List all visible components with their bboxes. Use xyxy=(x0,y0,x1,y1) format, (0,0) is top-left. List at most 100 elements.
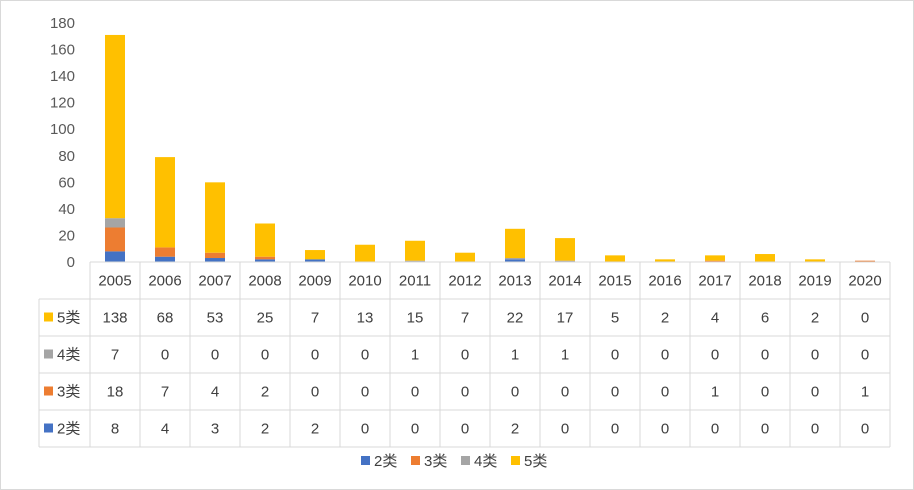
table-cell-value: 0 xyxy=(761,421,769,438)
bar-segment[interactable] xyxy=(805,259,825,262)
row-series-label: 4类 xyxy=(57,347,80,364)
table-cell-value: 18 xyxy=(107,384,124,401)
bar-segment[interactable] xyxy=(355,244,375,262)
table-cell-value: 0 xyxy=(461,384,469,401)
bar-segment[interactable] xyxy=(605,255,625,262)
bar-segment[interactable] xyxy=(155,157,175,248)
x-category-label: 2017 xyxy=(698,273,731,290)
x-category-label: 2008 xyxy=(248,273,281,290)
y-tick-label: 120 xyxy=(50,95,75,112)
bar-segment[interactable] xyxy=(205,182,225,253)
bar-segment[interactable] xyxy=(855,260,875,262)
table-cell-value: 0 xyxy=(861,310,869,327)
legend-label: 2类 xyxy=(374,453,397,470)
x-category-label: 2011 xyxy=(399,273,431,290)
table-cell-value: 0 xyxy=(411,384,419,401)
x-category-label: 2012 xyxy=(448,273,481,290)
table-cell-value: 0 xyxy=(611,347,619,364)
table-cell-value: 0 xyxy=(361,421,369,438)
bar-segment[interactable] xyxy=(705,255,725,261)
table-cell-value: 0 xyxy=(211,347,219,364)
y-tick-label: 140 xyxy=(50,68,75,85)
bar-segment[interactable] xyxy=(405,260,425,262)
bar-segment[interactable] xyxy=(655,259,675,262)
bar-segment[interactable] xyxy=(505,258,525,260)
table-cell-value: 17 xyxy=(557,310,574,327)
y-tick-label: 0 xyxy=(67,254,75,271)
legend-key xyxy=(511,456,520,465)
table-cell-value: 13 xyxy=(357,310,374,327)
legend-label: 4类 xyxy=(474,453,497,470)
table-cell-value: 0 xyxy=(611,421,619,438)
table-cell-value: 5 xyxy=(611,310,619,327)
table-cell-value: 0 xyxy=(811,384,819,401)
table-cell-value: 2 xyxy=(661,310,669,327)
y-tick-label: 180 xyxy=(50,15,75,32)
bar-segment[interactable] xyxy=(105,218,125,228)
table-cell-value: 1 xyxy=(561,347,569,364)
table-cell-value: 0 xyxy=(811,421,819,438)
y-tick-label: 160 xyxy=(50,42,75,59)
x-category-label: 2013 xyxy=(498,273,531,290)
y-tick-label: 40 xyxy=(58,201,75,218)
y-tick-label: 80 xyxy=(58,148,75,165)
y-tick-label: 20 xyxy=(58,227,75,244)
table-cell-value: 0 xyxy=(861,347,869,364)
row-series-label: 5类 xyxy=(57,310,80,327)
table-cell-value: 4 xyxy=(711,310,719,327)
legend-key xyxy=(411,456,420,465)
table-cell-value: 7 xyxy=(111,347,119,364)
table-cell-value: 0 xyxy=(411,421,419,438)
table-cell-value: 4 xyxy=(161,421,169,438)
table-cell-value: 0 xyxy=(761,347,769,364)
bar-segment[interactable] xyxy=(255,256,275,260)
bar-segment[interactable] xyxy=(105,34,125,219)
table-cell-value: 2 xyxy=(511,421,519,438)
bar-segment[interactable] xyxy=(555,260,575,262)
x-category-label: 2019 xyxy=(798,273,831,290)
y-tick-label: 60 xyxy=(58,174,75,191)
table-cell-value: 7 xyxy=(311,310,319,327)
bar-segment[interactable] xyxy=(205,252,225,259)
table-cell-value: 4 xyxy=(211,384,219,401)
table-cell-value: 0 xyxy=(461,347,469,364)
bar-segment[interactable] xyxy=(505,228,525,259)
table-cell-value: 0 xyxy=(561,421,569,438)
bar-segment[interactable] xyxy=(555,238,575,261)
x-category-label: 2010 xyxy=(348,273,381,290)
table-cell-value: 2 xyxy=(261,421,269,438)
bar-segment[interactable] xyxy=(155,256,175,262)
table-cell-value: 0 xyxy=(511,384,519,401)
table-cell-value: 0 xyxy=(561,384,569,401)
table-cell-value: 0 xyxy=(261,347,269,364)
bar-segment[interactable] xyxy=(205,258,225,262)
bar-segment[interactable] xyxy=(705,260,725,262)
row-legend-key xyxy=(44,349,53,359)
table-cell-value: 0 xyxy=(661,347,669,364)
table-cell-value: 0 xyxy=(661,421,669,438)
table-cell-value: 2 xyxy=(811,310,819,327)
legend-key xyxy=(361,456,370,465)
table-cell-value: 0 xyxy=(311,347,319,364)
bar-segment[interactable] xyxy=(255,223,275,257)
table-cell-value: 0 xyxy=(711,421,719,438)
table-cell-value: 22 xyxy=(507,310,524,327)
bar-segment[interactable] xyxy=(305,259,325,262)
bar-segment[interactable] xyxy=(505,259,525,262)
row-series-label: 2类 xyxy=(57,421,80,438)
table-cell-value: 1 xyxy=(711,384,719,401)
table-cell-value: 0 xyxy=(311,384,319,401)
bar-segment[interactable] xyxy=(305,250,325,260)
x-category-label: 2020 xyxy=(848,273,881,290)
row-legend-key xyxy=(44,423,53,433)
bar-segment[interactable] xyxy=(455,252,475,262)
table-cell-value: 138 xyxy=(102,310,127,327)
bar-segment[interactable] xyxy=(105,227,125,252)
bar-segment[interactable] xyxy=(155,247,175,257)
bar-segment[interactable] xyxy=(405,240,425,261)
row-legend-key xyxy=(44,386,53,396)
bar-segment[interactable] xyxy=(105,251,125,262)
bar-segment[interactable] xyxy=(255,259,275,262)
table-cell-value: 1 xyxy=(511,347,519,364)
bar-segment[interactable] xyxy=(755,254,775,262)
